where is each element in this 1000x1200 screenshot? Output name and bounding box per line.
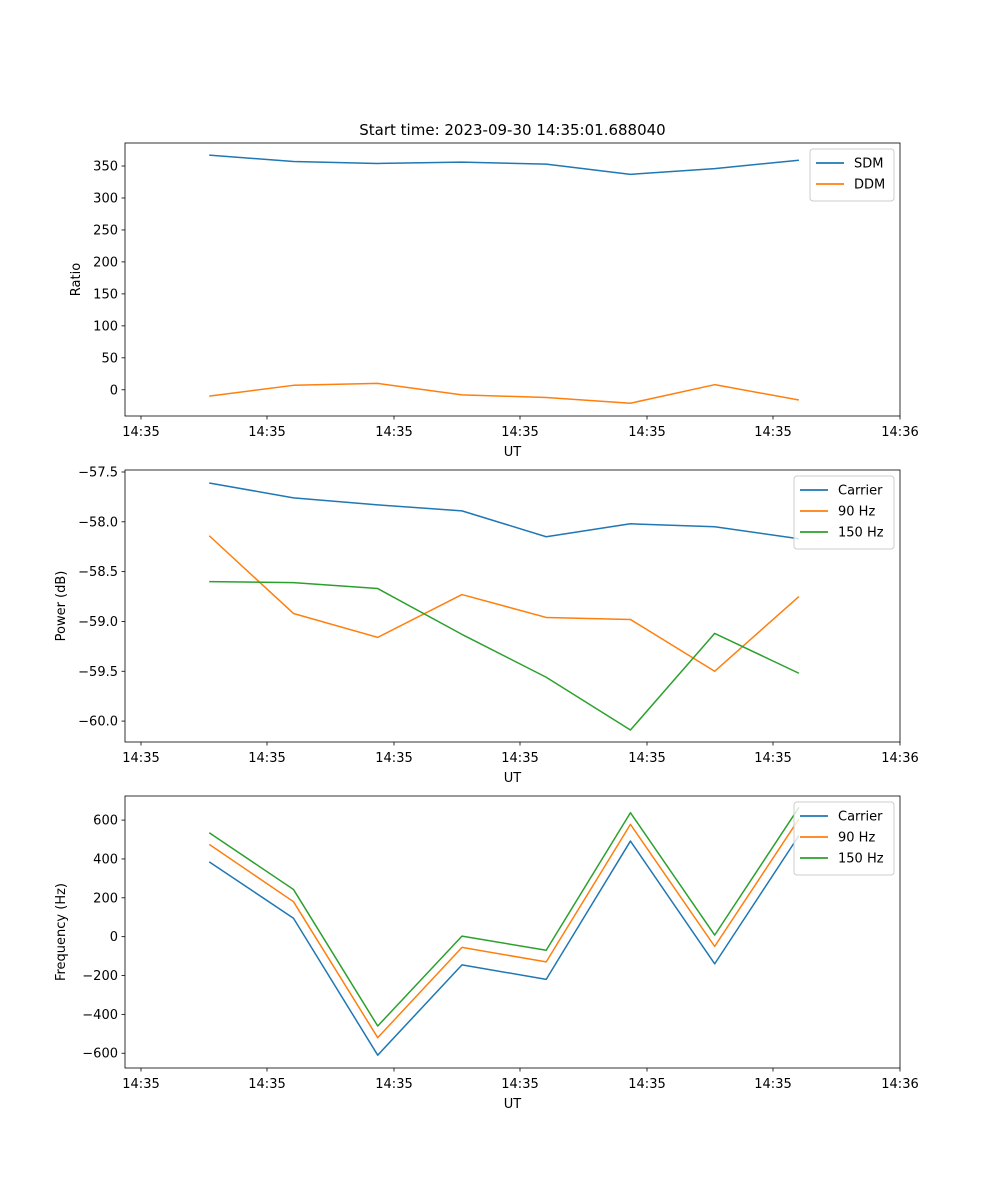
y-tick-label: 0 (110, 930, 118, 945)
legend-box (793, 801, 895, 876)
legend-label: 150 Hz (838, 852, 884, 867)
x-axis-label: UT (504, 445, 522, 460)
y-tick-label: −400 (82, 1008, 118, 1023)
chart-panel-3: 600 400 200 0 −200 −400 −600 14:35 14:35 14:35 14:… (54, 795, 919, 1112)
y-tick-label: 300 (93, 191, 118, 206)
y-tick-label: −58.5 (78, 565, 118, 580)
x-tick-label: 14:35 (628, 751, 665, 766)
y-axis-label: Ratio (69, 263, 84, 296)
series-line-90-hz (208, 818, 800, 1039)
legend-box (809, 148, 895, 202)
x-tick-label: 14:35 (754, 751, 791, 766)
y-tick-label: −57.5 (78, 465, 118, 480)
y-tick-label: 100 (93, 319, 118, 334)
series-line-carrier (209, 482, 800, 540)
x-tick-label: 14:35 (248, 1077, 285, 1092)
y-axis-label: Power (dB) (54, 571, 69, 642)
x-tick-label: 14:35 (375, 1077, 412, 1092)
axes-frame (124, 142, 901, 417)
y-tick-label: 50 (101, 351, 118, 366)
x-tick-label: 14:35 (754, 425, 791, 440)
x-tick-label: 14:35 (375, 425, 412, 440)
x-axis-label: UT (504, 1097, 522, 1112)
x-tick-label: 14:36 (881, 1077, 918, 1092)
x-tick-label: 14:35 (248, 425, 285, 440)
x-tick-label: 14:35 (754, 1077, 791, 1092)
series-line-ddm (209, 382, 800, 404)
x-tick-label: 14:36 (881, 425, 918, 440)
legend: Carrier 90 Hz 150 Hz (793, 801, 895, 876)
x-tick-label: 14:35 (122, 751, 159, 766)
y-tick-label: 200 (93, 255, 118, 270)
legend: SDM DDM (809, 148, 895, 202)
legend-label: 90 Hz (838, 505, 875, 520)
legend-label: 90 Hz (838, 831, 875, 846)
y-tick-label: 200 (93, 891, 118, 906)
chart-panel-2: −57.5 −58.0 −58.5 −59.0 −59.5 −60.0 14:35 14:35… (54, 465, 919, 786)
y-tick-label: 350 (93, 160, 118, 175)
legend-label: SDM (854, 157, 883, 172)
series-line-150-hz (208, 807, 800, 1027)
legend-box (793, 475, 895, 550)
charts-container: 350 300 250 200 150 100 50 0 14:35 14:35 14:35 14:3… (54, 142, 919, 1112)
legend-label: 150 Hz (838, 526, 884, 541)
x-tick-label: 14:35 (501, 1077, 538, 1092)
y-tick-label: −59.0 (78, 615, 118, 630)
y-tick-label: −58.0 (78, 515, 118, 530)
axes-frame (124, 795, 901, 1069)
x-tick-label: 14:35 (501, 425, 538, 440)
figure-title: Start time: 2023-09-30 14:35:01.688040 (359, 121, 665, 139)
x-tick-label: 14:35 (122, 1077, 159, 1092)
legend-label: DDM (854, 178, 885, 193)
x-tick-label: 14:36 (881, 751, 918, 766)
x-tick-label: 14:35 (248, 751, 285, 766)
legend-label: Carrier (838, 810, 883, 825)
x-tick-label: 14:35 (628, 425, 665, 440)
y-tick-label: 400 (93, 852, 118, 867)
x-tick-label: 14:35 (122, 425, 159, 440)
axes-frame (124, 469, 901, 743)
series-line-carrier (208, 835, 800, 1056)
x-tick-label: 14:35 (628, 1077, 665, 1092)
legend: Carrier 90 Hz 150 Hz (793, 475, 895, 550)
y-tick-label: 600 (93, 814, 118, 829)
y-tick-label: −200 (82, 969, 118, 984)
x-axis-label: UT (504, 771, 522, 786)
chart-panel-1: 350 300 250 200 150 100 50 0 14:35 14:35 14:35 14:3… (69, 142, 919, 460)
series-line-sdm (209, 154, 799, 176)
y-tick-label: 0 (110, 383, 118, 398)
legend-label: Carrier (838, 484, 883, 499)
y-axis-label: Frequency (Hz) (54, 883, 69, 981)
y-tick-label: 250 (93, 223, 118, 238)
y-tick-label: −600 (82, 1047, 118, 1062)
y-tick-label: −59.5 (78, 665, 118, 680)
x-tick-label: 14:35 (375, 751, 412, 766)
x-tick-label: 14:35 (501, 751, 538, 766)
series-line-150-hz (209, 580, 800, 731)
y-tick-label: 150 (93, 287, 118, 302)
y-tick-label: −60.0 (78, 715, 118, 730)
series-line-90-hz (208, 535, 800, 673)
